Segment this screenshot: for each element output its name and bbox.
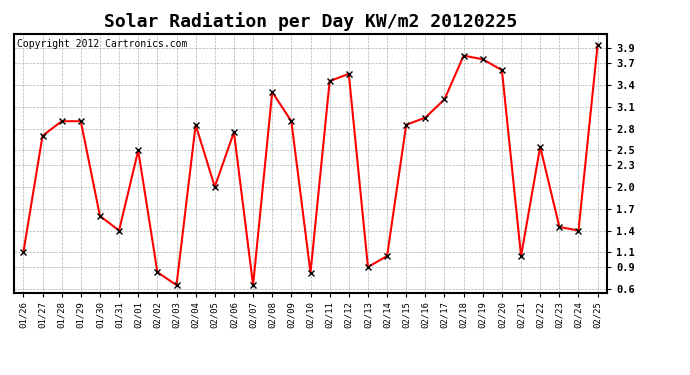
Title: Solar Radiation per Day KW/m2 20120225: Solar Radiation per Day KW/m2 20120225	[104, 12, 517, 31]
Text: Copyright 2012 Cartronics.com: Copyright 2012 Cartronics.com	[17, 39, 187, 49]
